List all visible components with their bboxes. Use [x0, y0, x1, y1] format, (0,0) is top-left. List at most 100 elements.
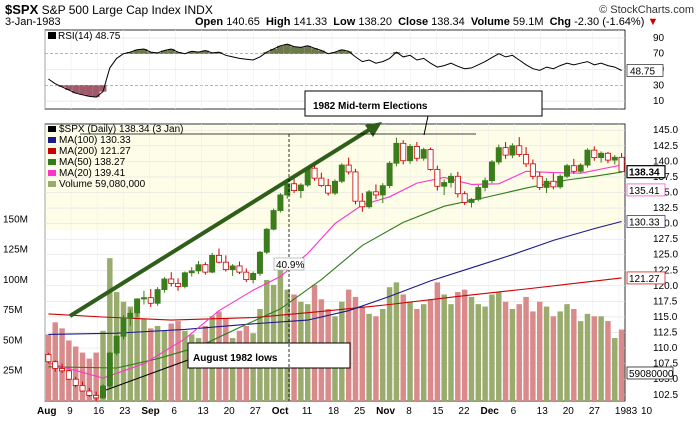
- rsi-y-tick-label: 10: [653, 96, 665, 107]
- volume-bar: [448, 304, 454, 401]
- volume-bar: [564, 304, 570, 401]
- volume-bar: [557, 311, 563, 401]
- volume-bar: [148, 328, 154, 401]
- candle-body: [379, 185, 386, 196]
- rsi-y-tick-label: 90: [653, 33, 665, 44]
- candle-body: [516, 145, 523, 155]
- rsi-overbought-fill: [283, 44, 291, 54]
- candle-body: [523, 154, 530, 165]
- candle-body: [86, 390, 93, 396]
- volume-axis-label: 50M: [3, 335, 22, 346]
- volume-axis-label: 100M: [3, 275, 28, 286]
- candle-body: [584, 149, 591, 166]
- rsi-overbought-fill: [201, 50, 209, 54]
- volume-bar: [277, 270, 284, 401]
- candle-body: [270, 210, 277, 230]
- candle-body: [400, 142, 407, 162]
- candle-body: [140, 297, 147, 300]
- rsi-overbought-fill: [215, 52, 223, 54]
- volume-bar: [195, 338, 202, 401]
- price-y-tick-label: 105.0: [653, 374, 678, 385]
- candle-body: [181, 272, 188, 287]
- rsi-overbought-fill: [140, 48, 148, 54]
- candle-body: [345, 164, 352, 173]
- candle-body: [488, 161, 495, 182]
- volume-bar: [127, 306, 134, 401]
- candle-body: [359, 200, 366, 208]
- candle-body: [366, 191, 373, 208]
- volume-bar: [584, 313, 591, 401]
- candle-body: [154, 289, 161, 304]
- candle-body: [127, 312, 134, 319]
- candle-body: [372, 191, 379, 196]
- price-legend-label: Volume 59,080,000: [59, 179, 146, 190]
- price-legend-swatch: [48, 159, 56, 165]
- candle-body: [277, 194, 284, 211]
- volume-bar: [571, 309, 577, 401]
- price-value-box-label: 59080000: [629, 369, 674, 380]
- candle-body: [65, 370, 72, 380]
- candle-body: [106, 352, 113, 387]
- volume-bar: [455, 292, 461, 401]
- price-y-tick-label: 132.5: [653, 203, 678, 214]
- x-tick-label: Aug: [37, 406, 56, 417]
- x-tick-label: Oct: [272, 406, 289, 417]
- candle-body: [236, 265, 243, 273]
- rsi-legend-swatch: [48, 32, 56, 39]
- candle-body: [577, 164, 584, 172]
- midterm-elections-callout-box: [304, 90, 543, 117]
- gain-percent-label: 40.9%: [276, 260, 304, 271]
- low-value: 138.20: [358, 16, 392, 28]
- price-value-box-label: 138.34: [629, 168, 660, 179]
- rsi-y-tick-label: 70: [653, 49, 665, 60]
- volume-bar: [468, 296, 475, 401]
- x-tick-label: 15: [432, 406, 444, 417]
- down-arrow-icon: ▼: [647, 16, 659, 28]
- trend-arrow-head: [365, 122, 382, 137]
- x-tick-label: 1983: [615, 406, 638, 417]
- rsi-overbought-fill: [311, 48, 318, 54]
- volume-bar: [434, 282, 441, 401]
- rsi-overbought-fill: [331, 52, 339, 54]
- rsi-overbought-fill: [393, 52, 400, 54]
- candle-body: [413, 146, 420, 159]
- price-legend-swatch: [48, 170, 56, 176]
- candle-body: [495, 147, 502, 163]
- price-y-tick-label: 122.5: [653, 265, 678, 276]
- candle-body: [618, 156, 625, 173]
- volume-bar: [612, 338, 618, 401]
- august-lows-pointer: [105, 359, 189, 391]
- x-tick-label: 27: [250, 406, 262, 417]
- candle-body: [120, 317, 127, 337]
- volume-bar: [141, 318, 147, 401]
- close-value: 138.34: [431, 16, 465, 28]
- candle-body: [168, 278, 175, 284]
- rsi-overbought-fill: [270, 48, 277, 54]
- price-value-box: [626, 271, 666, 285]
- x-tick-label: 20: [224, 406, 236, 417]
- candle-body: [393, 142, 400, 164]
- rsi-line: [48, 43, 622, 98]
- chg-label: Chg: [549, 16, 571, 28]
- volume-axis-label: 75M: [3, 305, 22, 316]
- candle-body: [202, 264, 209, 273]
- price-y-tick-label: 130.0: [653, 219, 678, 230]
- candle-body: [332, 180, 338, 194]
- rsi-value-box-label: 48.75: [630, 66, 655, 77]
- candle-body: [352, 171, 359, 202]
- price-y-tick-label: 142.5: [653, 141, 678, 152]
- candle-body: [591, 149, 598, 159]
- price-y-tick-label: 117.5: [653, 296, 678, 307]
- volume-bar: [502, 301, 509, 401]
- open-label: Open: [195, 16, 224, 28]
- volume-bar: [154, 325, 161, 401]
- price-y-tick-label: 135.0: [653, 187, 678, 198]
- volume-bar: [496, 292, 502, 401]
- candle-body: [420, 149, 427, 159]
- august-lows-callout-box: [187, 342, 351, 369]
- volume-bar: [100, 330, 106, 401]
- chg-value: -2.30 (-1.64%): [574, 16, 645, 28]
- volume-bar: [175, 321, 181, 401]
- candle-body: [209, 254, 216, 273]
